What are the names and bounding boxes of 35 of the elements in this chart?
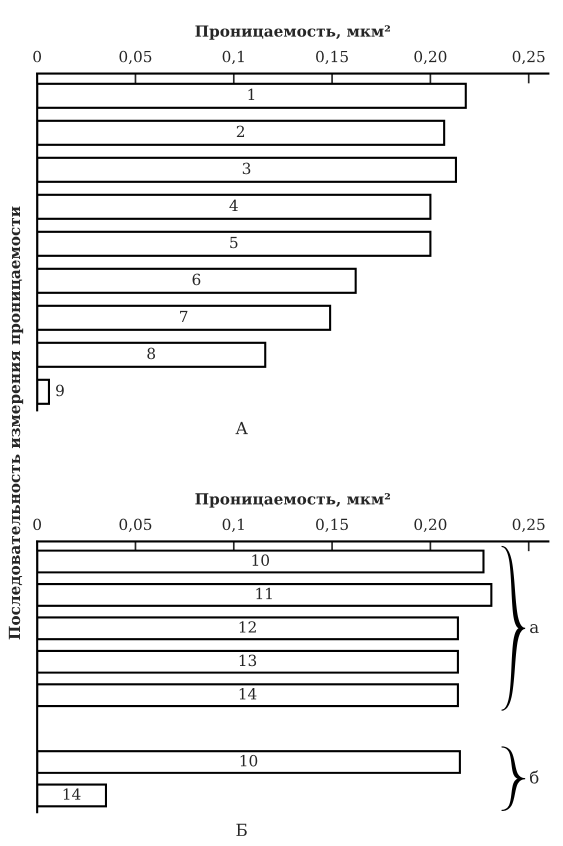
y-tick-label: 13 bbox=[240, 654, 256, 666]
y-tick-label: 1 bbox=[248, 88, 254, 100]
x-tick-label: 0,05 bbox=[119, 518, 152, 532]
x-tick-label: 0,1 bbox=[222, 50, 244, 64]
y-tick-label: 6 bbox=[192, 274, 200, 286]
x-tick-label: 0,20 bbox=[414, 50, 446, 64]
y-tick-label: 11 bbox=[256, 588, 272, 600]
y-tick-label: 14 bbox=[64, 788, 81, 800]
x-tick-label: 0,1 bbox=[222, 518, 244, 532]
y-tick-label: 4 bbox=[229, 200, 238, 212]
y-tick-label: 9 bbox=[56, 384, 64, 396]
text: Б bbox=[236, 824, 247, 836]
y-axis-title: Последовательность измерения проницаемости bbox=[8, 206, 24, 640]
x-tick-label: 0,20 bbox=[414, 518, 446, 532]
y-tick-label: 14 bbox=[240, 688, 256, 700]
x-tick-label: 0,25 bbox=[512, 518, 545, 532]
x-axis-title: Проницаемость, мкм² bbox=[195, 493, 390, 508]
y-tick-label: 7 bbox=[180, 310, 188, 322]
x-tick-label: 0,15 bbox=[316, 518, 348, 532]
annotation: а bbox=[530, 624, 539, 634]
y-tick-label: 3 bbox=[242, 162, 250, 174]
annotation: б bbox=[530, 770, 538, 784]
x-tick-label: 0,15 bbox=[316, 50, 348, 64]
y-tick-label: 2 bbox=[236, 126, 244, 138]
x-tick-label: 0,25 bbox=[512, 50, 545, 64]
y-tick-label: 5 bbox=[230, 236, 238, 248]
text: А bbox=[236, 422, 248, 434]
y-tick-label: 10 bbox=[252, 554, 270, 566]
x-tick-label: 0 bbox=[33, 518, 42, 530]
y-tick-label: 10 bbox=[240, 754, 258, 766]
x-tick-label: 0 bbox=[33, 50, 42, 62]
y-tick-label: 8 bbox=[147, 348, 156, 360]
x-tick-label: 0,05 bbox=[119, 50, 152, 64]
y-tick-label: 12 bbox=[240, 621, 256, 633]
x-axis-title: Проницаемость, мкм² bbox=[195, 25, 390, 40]
